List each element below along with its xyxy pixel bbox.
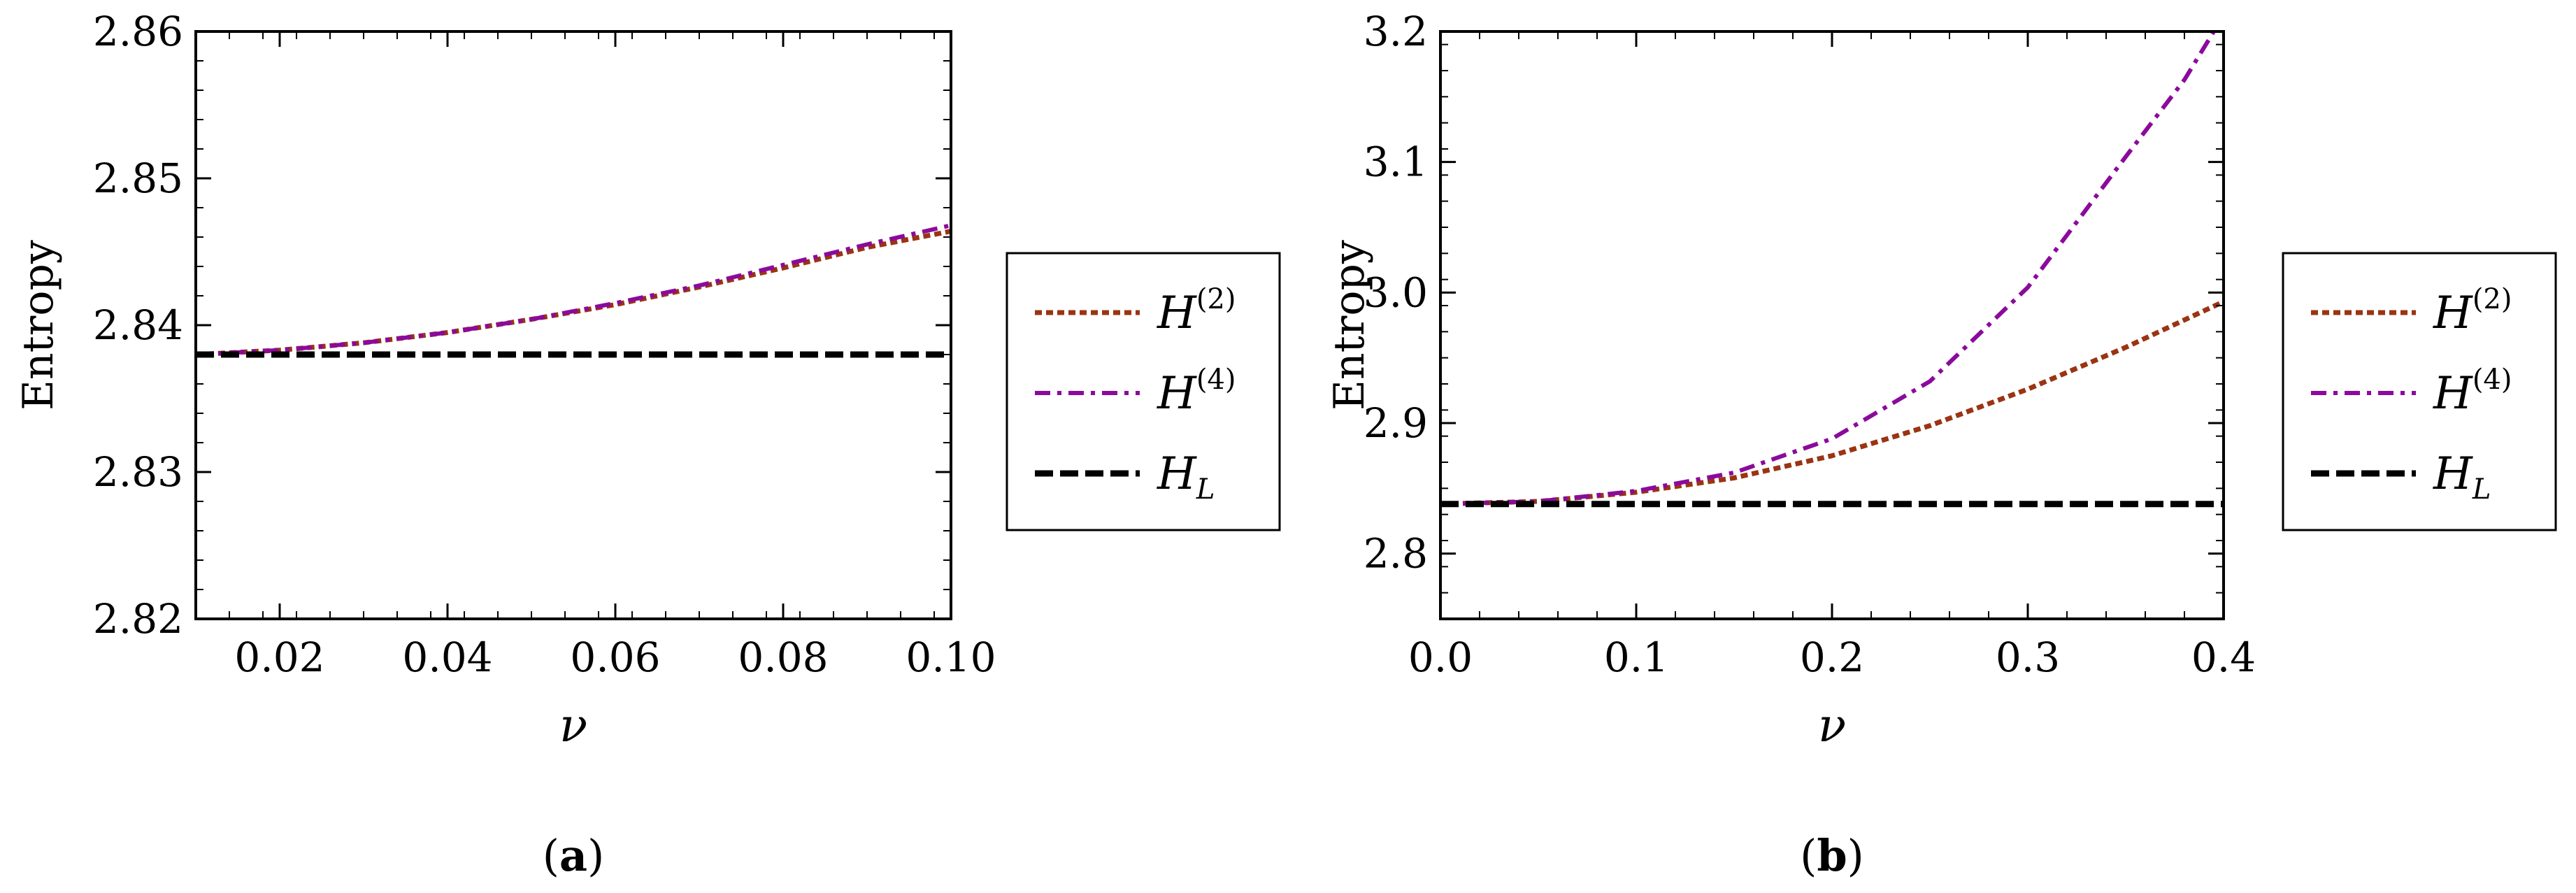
legend-label: HL — [1157, 448, 1215, 506]
y-tick-label: 2.86 — [93, 8, 183, 55]
y-tick-label: 3.1 — [1364, 138, 1428, 186]
x-tick-label: 0.4 — [2191, 634, 2256, 681]
y-tick-label: 3.2 — [1364, 8, 1428, 55]
x-tick-label: 0.3 — [1996, 634, 2060, 681]
legend-box — [2282, 252, 2557, 531]
x-axis-label: ν — [1818, 699, 1846, 752]
x-tick-label: 0.10 — [906, 634, 996, 681]
legend-label: H(4) — [2433, 364, 2512, 420]
x-tick-label: 0.2 — [1800, 634, 1864, 681]
x-tick-label: 0.08 — [738, 634, 828, 681]
x-tick-label: 0.0 — [1408, 634, 1473, 681]
series-line-(4) — [196, 223, 951, 357]
legend-box — [1006, 252, 1281, 531]
caption-label: (a) — [543, 830, 605, 881]
series-line-(2) — [1440, 299, 2224, 507]
caption-label: (b) — [1800, 830, 1864, 881]
legend: H(2) H(4) HL — [1006, 252, 1281, 531]
legend-label: H(4) — [1157, 364, 1236, 420]
y-tick-label: 2.8 — [1364, 530, 1428, 578]
legend-label: HL — [2433, 448, 2491, 506]
x-tick-label: 0.06 — [570, 634, 660, 681]
y-tick-label: 3.0 — [1364, 269, 1428, 316]
series-group — [1440, 31, 2224, 508]
y-axis-label: Entropy — [14, 240, 63, 410]
series-group — [196, 223, 951, 358]
y-tick-label: 2.83 — [93, 448, 183, 496]
y-tick-label: 2.85 — [93, 155, 183, 202]
legend-label: H(2) — [1157, 283, 1236, 339]
x-axis-label: ν — [559, 699, 587, 752]
plot-frame — [194, 30, 952, 620]
y-tick-label: 2.84 — [93, 301, 183, 349]
x-tick-label: 0.1 — [1604, 634, 1668, 681]
y-axis-label: Entropy — [1325, 240, 1374, 410]
y-tick-label: 2.9 — [1364, 399, 1428, 447]
chart-b: 0.0 0.1 0.2 0.3 0.4 2.8 2.9 3.0 3.1 3.2 Entropy ν H(… — [1325, 8, 2557, 881]
plot-frame — [1439, 30, 2225, 620]
y-tick-label: 2.82 — [93, 595, 183, 643]
series-line-(4) — [1440, 31, 2216, 506]
x-tick-label: 0.04 — [402, 634, 492, 681]
legend-label: H(2) — [2433, 283, 2512, 339]
x-tick-label: 0.02 — [234, 634, 324, 681]
chart-a: 0.02 0.04 0.06 0.08 0.10 2.82 2.83 2.84 2.85 2.86… — [14, 8, 1281, 881]
legend: H(2) H(4) HL — [2282, 252, 2557, 531]
